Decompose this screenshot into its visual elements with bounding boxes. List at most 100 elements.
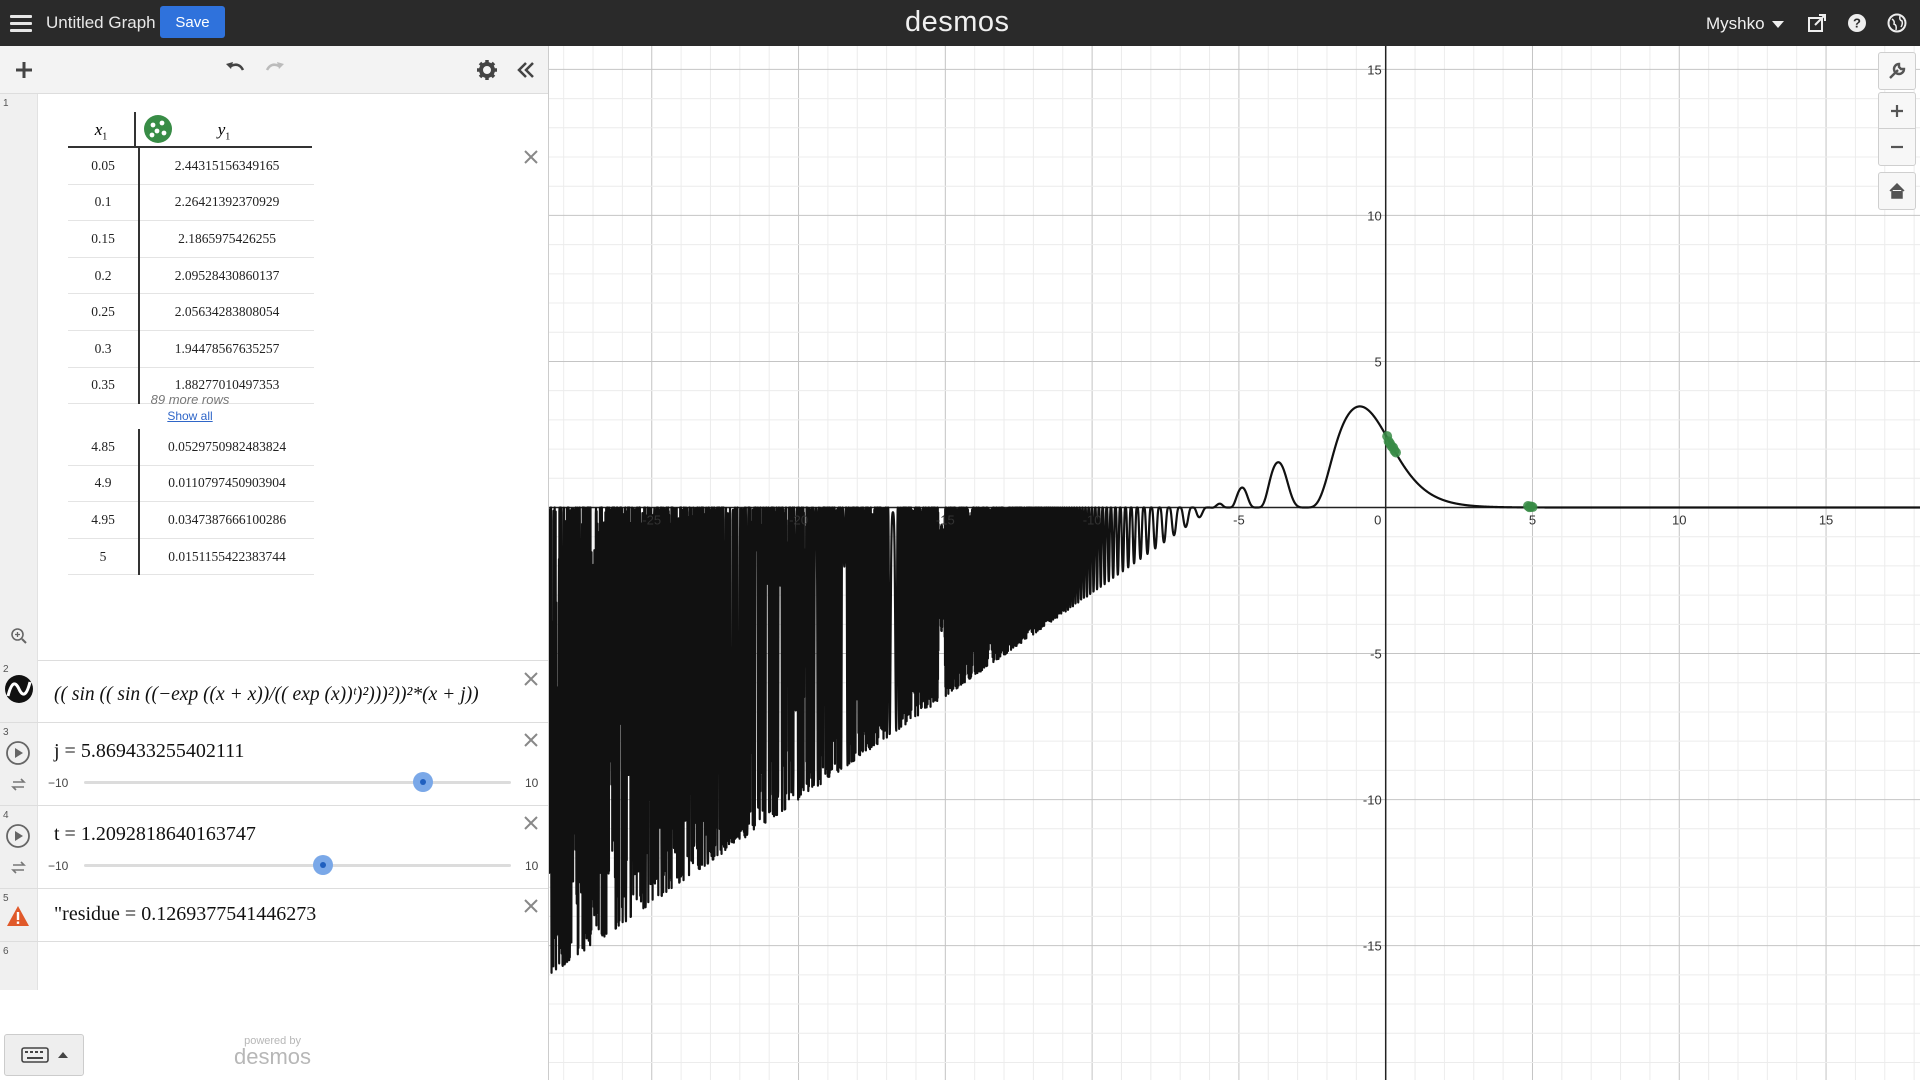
- table-row[interactable]: 0.3 1.94478567635257: [68, 330, 314, 368]
- slider-track[interactable]: [84, 781, 511, 784]
- table-cell-x[interactable]: 0.3: [68, 330, 140, 368]
- curve-style-icon[interactable]: [4, 674, 34, 704]
- graph-svg[interactable]: -25 -20 -15 -10 -5 0 5 10 15 15 10 5 -5 -10 -15: [549, 46, 1920, 1080]
- x-tick-label: -15: [936, 513, 955, 528]
- table-header-x[interactable]: x1: [68, 112, 136, 148]
- table-cell-x[interactable]: 0.1: [68, 184, 140, 222]
- table-row[interactable]: 0.35 1.88277010497353: [68, 367, 314, 405]
- slider-min[interactable]: −10: [48, 776, 69, 790]
- point-style-icon[interactable]: [143, 114, 173, 144]
- keyboard-toggle-button[interactable]: [4, 1034, 84, 1076]
- table-cell-x[interactable]: 0.2: [68, 257, 140, 295]
- table-row[interactable]: 4.95 0.0347387666100286: [68, 501, 314, 539]
- table-row[interactable]: 0.25 2.05634283808054: [68, 293, 314, 331]
- keyboard-icon: [21, 1047, 49, 1063]
- slider-label[interactable]: j = 5.869433255402111: [54, 740, 245, 762]
- close-icon[interactable]: [522, 814, 540, 832]
- user-menu[interactable]: Myshko: [1706, 14, 1784, 34]
- gear-icon[interactable]: [475, 58, 499, 82]
- slider-expression-t[interactable]: 4 t = 1.2092818640163747 −10 10: [0, 806, 548, 889]
- table-cell-x[interactable]: 0.35: [68, 367, 140, 405]
- table-row[interactable]: 0.05 2.44315156349165: [68, 148, 314, 185]
- close-icon[interactable]: [522, 148, 540, 166]
- table-header-y[interactable]: y1: [136, 112, 312, 148]
- table-cell-y[interactable]: 2.26421392370929: [139, 184, 314, 222]
- more-rows-label: 89 more rows: [150, 392, 230, 407]
- slider-max[interactable]: 10: [525, 859, 539, 873]
- table-row[interactable]: 4.9 0.0110797450903904: [68, 465, 314, 503]
- table-cell-y[interactable]: 2.44315156349165: [139, 148, 314, 185]
- table-cell-y[interactable]: 2.05634283808054: [139, 293, 314, 331]
- slider-handle[interactable]: [313, 855, 334, 875]
- table-row[interactable]: 4.85 0.0529750982483824: [68, 429, 314, 466]
- user-name: Myshko: [1706, 14, 1765, 33]
- double-chevron-left-icon[interactable]: [514, 58, 538, 82]
- residue-expression[interactable]: 5 "residue = 0.1269377541446273: [0, 889, 548, 942]
- table-row[interactable]: 0.1 2.26421392370929: [68, 184, 314, 222]
- residue-label[interactable]: "residue = 0.1269377541446273: [54, 903, 317, 925]
- zoom-out-button[interactable]: [1878, 128, 1916, 166]
- table-cell-y[interactable]: 2.1865975426255: [139, 220, 314, 258]
- table-cell-x[interactable]: 0.15: [68, 220, 140, 258]
- table-cell-x[interactable]: 4.85: [68, 429, 140, 466]
- slider-expression-j[interactable]: 3 j = 5.869433255402111 −10 10: [0, 723, 548, 806]
- table-row[interactable]: 0.15 2.1865975426255: [68, 220, 314, 258]
- table-cell-x[interactable]: 0.05: [68, 148, 140, 185]
- show-all-link[interactable]: Show all: [167, 409, 213, 423]
- play-icon[interactable]: [5, 740, 31, 766]
- table-cell-y[interactable]: 0.0151155422383744: [139, 538, 314, 576]
- table-cell-x[interactable]: 4.9: [68, 465, 140, 503]
- share-icon[interactable]: [1806, 12, 1828, 34]
- top-bar: Untitled Graph Save desmos Myshko ?: [0, 0, 1920, 46]
- globe-icon[interactable]: [1886, 12, 1908, 34]
- warning-icon[interactable]: [6, 905, 30, 927]
- x-tick-label: 10: [1672, 513, 1686, 528]
- x-tick-label: -25: [642, 513, 661, 528]
- row-number: 6: [3, 946, 9, 957]
- table-cell-y[interactable]: 1.88277010497353: [139, 367, 314, 405]
- slider-max[interactable]: 10: [525, 776, 539, 790]
- table-cell-y[interactable]: 0.0347387666100286: [139, 501, 314, 539]
- zoom-fit-icon[interactable]: [10, 627, 28, 645]
- graph-canvas[interactable]: -25 -20 -15 -10 -5 0 5 10 15 15 10 5 -5 -10 -15: [549, 46, 1920, 1080]
- table-expression[interactable]: 1: [0, 94, 548, 661]
- table-row[interactable]: 5 0.0151155422383744: [68, 538, 314, 576]
- table-cell-y[interactable]: 2.09528430860137: [139, 257, 314, 295]
- table-cell-y[interactable]: 1.94478567635257: [139, 330, 314, 368]
- chevron-up-icon: [58, 1052, 68, 1058]
- tick-labels: -25 -20 -15 -10 -5 0 5 10 15 15 10 5 -5 -10 -15: [642, 62, 1833, 953]
- save-button[interactable]: Save: [160, 6, 225, 38]
- zoom-in-button[interactable]: [1878, 92, 1916, 130]
- table-cell-x[interactable]: 4.95: [68, 501, 140, 539]
- slider-handle[interactable]: [412, 772, 433, 792]
- home-button[interactable]: [1878, 172, 1916, 210]
- slider-min[interactable]: −10: [48, 859, 69, 873]
- plus-icon[interactable]: [12, 58, 36, 82]
- close-icon[interactable]: [522, 670, 540, 688]
- redo-icon[interactable]: [263, 58, 287, 82]
- table-rows-bottom: 4.85 0.0529750982483824 4.9 0.0110797450903…: [68, 429, 314, 576]
- slider-label[interactable]: t = 1.2092818640163747: [54, 823, 256, 845]
- function-expression[interactable]: 2 (( sin (( sin ((−exp ((x + x))/(( exp …: [0, 660, 548, 723]
- undo-icon[interactable]: [223, 58, 247, 82]
- loop-icon[interactable]: [10, 776, 27, 793]
- close-icon[interactable]: [522, 731, 540, 749]
- table-cell-x[interactable]: 0.25: [68, 293, 140, 331]
- close-icon[interactable]: [522, 897, 540, 915]
- loop-icon[interactable]: [10, 859, 27, 876]
- x-tick-label: -20: [789, 513, 808, 528]
- plus-icon: [1891, 105, 1903, 117]
- table-cell-y[interactable]: 0.0110797450903904: [139, 465, 314, 503]
- help-icon[interactable]: ?: [1846, 12, 1868, 34]
- play-icon[interactable]: [5, 823, 31, 849]
- graph-settings-button[interactable]: [1878, 52, 1916, 90]
- table-cell-x[interactable]: 5: [68, 538, 140, 576]
- y-tick-label: -10: [1363, 793, 1382, 808]
- hamburger-icon[interactable]: [10, 12, 32, 34]
- empty-expression[interactable]: 6: [0, 942, 548, 990]
- graph-title[interactable]: Untitled Graph: [46, 13, 156, 32]
- table-cell-y[interactable]: 0.0529750982483824: [139, 429, 314, 466]
- table-row[interactable]: 0.2 2.09528430860137: [68, 257, 314, 295]
- slider-track[interactable]: [84, 864, 511, 867]
- expression-latex[interactable]: (( sin (( sin ((−exp ((x + x))/(( exp (x…: [54, 684, 479, 705]
